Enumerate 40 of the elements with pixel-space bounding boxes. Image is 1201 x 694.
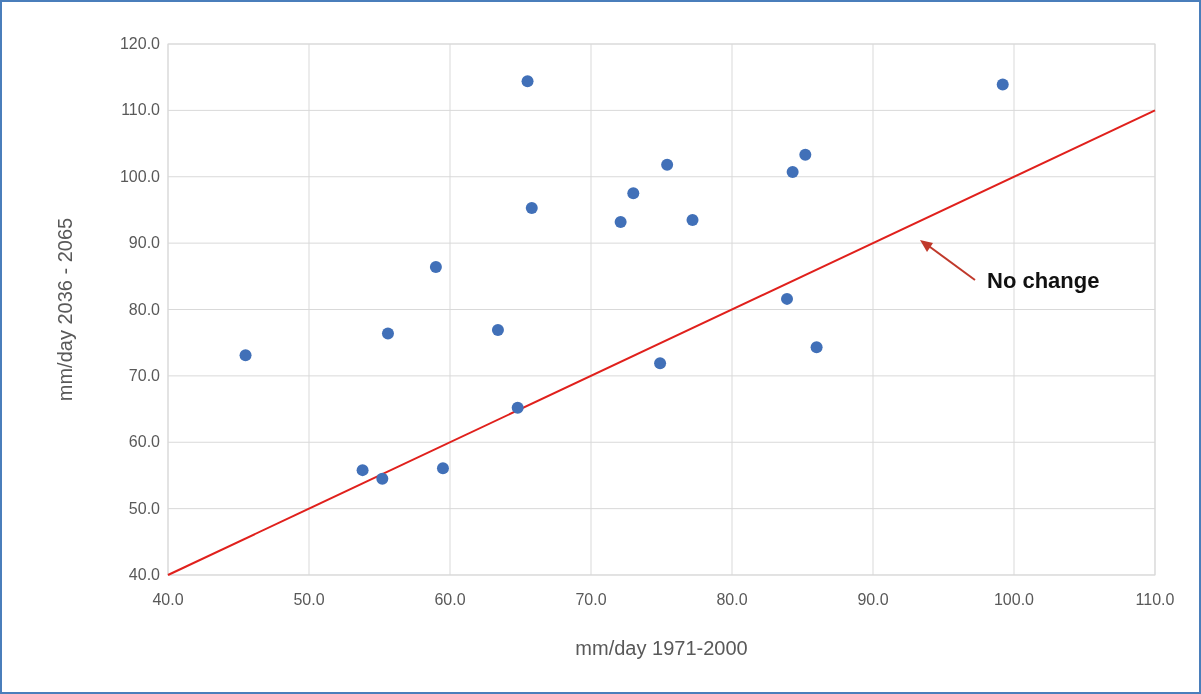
y-tick-label: 80.0 bbox=[128, 300, 161, 318]
point bbox=[381, 327, 394, 340]
point bbox=[525, 201, 538, 214]
point bbox=[686, 213, 699, 226]
x-tick-label: 110.0 bbox=[1135, 591, 1175, 608]
point bbox=[356, 464, 369, 477]
x-tick-label: 70.0 bbox=[575, 591, 607, 608]
point bbox=[436, 462, 449, 475]
y-tick-label: 60.0 bbox=[128, 433, 161, 451]
y-tick-label: 40.0 bbox=[128, 566, 161, 583]
point bbox=[429, 261, 442, 274]
point bbox=[511, 401, 524, 414]
y-tick-label: 50.0 bbox=[128, 499, 161, 517]
point bbox=[614, 215, 627, 228]
point bbox=[376, 472, 389, 485]
x-tick-label: 50.0 bbox=[293, 591, 325, 608]
x-tick-label: 60.0 bbox=[434, 591, 466, 608]
y-tick-label: 70.0 bbox=[128, 366, 161, 384]
y-tick-label: 90.0 bbox=[128, 234, 161, 252]
y-tick-label: 100.0 bbox=[119, 167, 161, 185]
x-tick-label: 40.0 bbox=[152, 591, 184, 608]
x-tick-label: 80.0 bbox=[716, 591, 748, 608]
x-axis-title: mm/day 1971-2000 bbox=[575, 637, 748, 659]
point bbox=[996, 78, 1009, 91]
point bbox=[799, 148, 812, 161]
point bbox=[810, 341, 823, 354]
annotation: No change bbox=[987, 268, 1100, 293]
x-tick-label: 90.0 bbox=[857, 591, 889, 608]
point bbox=[780, 292, 793, 305]
y-tick-label: 110.0 bbox=[121, 101, 161, 119]
x-tick-label: 100.0 bbox=[993, 591, 1035, 608]
point bbox=[239, 349, 252, 362]
point bbox=[521, 75, 534, 88]
y-axis-title: mm/day 2036 - 2065 bbox=[54, 217, 76, 402]
point bbox=[786, 166, 799, 179]
point bbox=[627, 187, 640, 200]
point bbox=[661, 158, 674, 171]
y-tick-label: 120.0 bbox=[119, 35, 161, 52]
point bbox=[491, 324, 504, 337]
point bbox=[654, 357, 667, 370]
